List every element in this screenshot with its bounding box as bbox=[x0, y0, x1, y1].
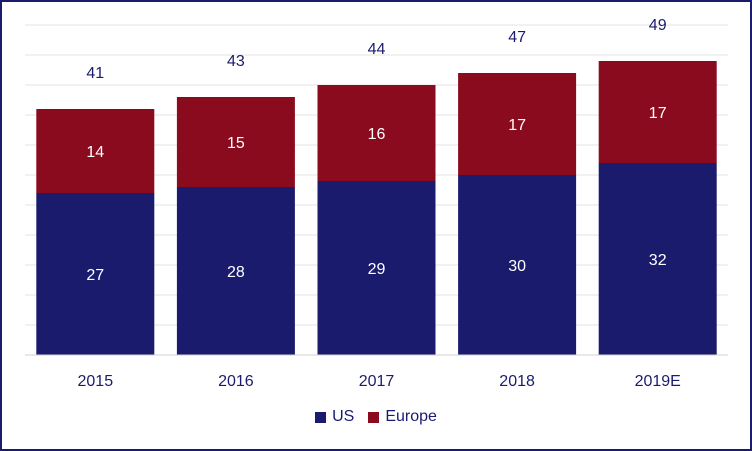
total-label-2018: 47 bbox=[508, 29, 526, 46]
data-label-europe-2017: 16 bbox=[368, 126, 386, 143]
data-label-europe-2018: 17 bbox=[508, 117, 526, 134]
legend-item-us: US bbox=[315, 408, 354, 426]
data-label-europe-2016: 15 bbox=[227, 135, 245, 152]
data-label-us-2016: 28 bbox=[227, 264, 245, 281]
legend: US Europe bbox=[0, 408, 752, 426]
x-tick-label-2019e: 2019E bbox=[635, 373, 681, 390]
data-label-us-2019e: 32 bbox=[649, 252, 667, 269]
x-tick-label-2016: 2016 bbox=[218, 373, 254, 390]
x-tick-label-2015: 2015 bbox=[78, 373, 114, 390]
total-label-2016: 43 bbox=[227, 53, 245, 70]
legend-swatch-europe bbox=[368, 412, 379, 423]
data-label-us-2015: 27 bbox=[86, 267, 104, 284]
data-label-us-2018: 30 bbox=[508, 258, 526, 275]
x-tick-label-2017: 2017 bbox=[359, 373, 395, 390]
data-label-europe-2019e: 17 bbox=[649, 105, 667, 122]
legend-label-europe: Europe bbox=[385, 408, 437, 426]
total-label-2015: 41 bbox=[86, 65, 104, 82]
legend-label-us: US bbox=[332, 408, 354, 426]
total-label-2019e: 49 bbox=[649, 17, 667, 34]
data-label-us-2017: 29 bbox=[368, 261, 386, 278]
legend-swatch-us bbox=[315, 412, 326, 423]
data-label-europe-2015: 14 bbox=[86, 144, 104, 161]
total-label-2017: 44 bbox=[368, 41, 386, 58]
x-tick-label-2018: 2018 bbox=[499, 373, 535, 390]
legend-item-europe: Europe bbox=[368, 408, 437, 426]
